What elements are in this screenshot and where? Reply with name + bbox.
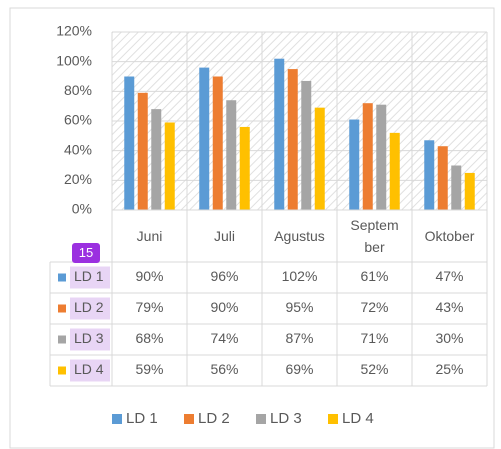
bar bbox=[212, 76, 223, 210]
bar bbox=[362, 103, 373, 210]
bar bbox=[226, 100, 237, 210]
table-value: 72% bbox=[360, 299, 388, 315]
bar bbox=[314, 107, 325, 210]
table-value: 90% bbox=[135, 268, 163, 284]
legend-key bbox=[328, 414, 338, 424]
bar bbox=[199, 67, 210, 210]
table-value: 95% bbox=[285, 299, 313, 315]
table-value: 68% bbox=[135, 330, 163, 346]
badge-bg bbox=[72, 243, 100, 263]
bar bbox=[151, 109, 162, 210]
bar bbox=[164, 122, 175, 210]
bar bbox=[239, 126, 250, 210]
table-value: 25% bbox=[435, 361, 463, 377]
legend-key bbox=[112, 414, 122, 424]
table-value: 96% bbox=[210, 268, 238, 284]
bar bbox=[437, 146, 448, 210]
y-tick-label: 100% bbox=[56, 52, 92, 68]
y-tick-label: 80% bbox=[64, 82, 92, 98]
y-tick-label: 20% bbox=[64, 171, 92, 187]
row-label: LD 1 bbox=[74, 268, 104, 284]
table-value: 56% bbox=[210, 361, 238, 377]
bar bbox=[464, 172, 475, 210]
legend-key bbox=[58, 304, 66, 313]
bar bbox=[424, 140, 435, 210]
legend-label: LD 4 bbox=[342, 410, 374, 427]
x-tick-label: Juni bbox=[136, 228, 163, 244]
bar bbox=[274, 58, 285, 211]
row-highlight bbox=[70, 266, 110, 289]
category-cell: Oktober bbox=[424, 228, 475, 244]
bar bbox=[124, 76, 135, 210]
table-value: 59% bbox=[135, 361, 163, 377]
y-tick-label: 40% bbox=[64, 141, 92, 157]
row-highlight bbox=[70, 297, 110, 320]
row-highlight bbox=[70, 359, 110, 382]
table-value: 47% bbox=[435, 268, 463, 284]
table-value: 52% bbox=[360, 361, 388, 377]
row-highlight bbox=[70, 328, 110, 351]
category-cell: Juli bbox=[213, 228, 235, 244]
y-tick-label: 120% bbox=[56, 23, 92, 39]
bar bbox=[301, 80, 312, 210]
legend-label: LD 1 bbox=[126, 410, 158, 427]
x-tick-label: Oktober bbox=[424, 228, 475, 244]
bar bbox=[349, 119, 360, 210]
table-value: 90% bbox=[210, 299, 238, 315]
bar bbox=[137, 92, 148, 210]
category-cell: Agustus bbox=[274, 228, 325, 244]
category-cell: September bbox=[350, 217, 399, 255]
y-tick-label: 60% bbox=[64, 112, 92, 128]
category-cell: Juni bbox=[136, 228, 163, 244]
bar bbox=[451, 165, 462, 210]
table-value: 74% bbox=[210, 330, 238, 346]
legend-key bbox=[58, 335, 66, 344]
bar bbox=[287, 69, 298, 210]
x-tick-label: Juli bbox=[213, 228, 235, 244]
legend-key bbox=[58, 366, 66, 375]
badge: 15 bbox=[79, 245, 93, 260]
bar bbox=[389, 132, 400, 210]
row-label: LD 4 bbox=[74, 361, 104, 377]
table-value: 71% bbox=[360, 330, 388, 346]
legend-label: LD 3 bbox=[270, 410, 302, 427]
y-tick-label: 0% bbox=[72, 201, 92, 217]
legend-key bbox=[184, 414, 194, 424]
table-value: 79% bbox=[135, 299, 163, 315]
x-tick-label: Agustus bbox=[274, 228, 325, 244]
table-value: 43% bbox=[435, 299, 463, 315]
row-label: LD 3 bbox=[74, 330, 104, 346]
table-value: 69% bbox=[285, 361, 313, 377]
bar bbox=[376, 104, 387, 210]
x-tick-label: September bbox=[350, 217, 399, 255]
legend-key bbox=[58, 273, 66, 282]
table-value: 30% bbox=[435, 330, 463, 346]
legend-label: LD 2 bbox=[198, 410, 230, 427]
table-value: 102% bbox=[282, 268, 318, 284]
table-value: 61% bbox=[360, 268, 388, 284]
legend-key bbox=[256, 414, 266, 424]
row-label: LD 2 bbox=[74, 299, 104, 315]
table-value: 87% bbox=[285, 330, 313, 346]
